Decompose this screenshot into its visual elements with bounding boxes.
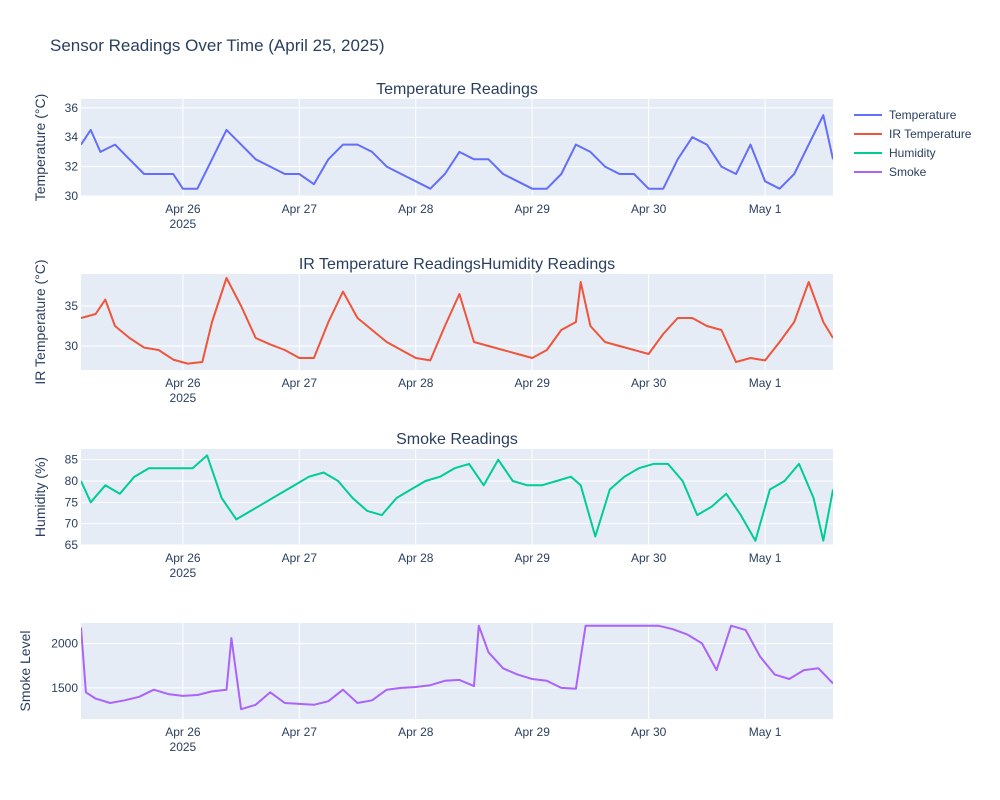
x-tick-label: Apr 26	[165, 725, 201, 739]
y-tick-label: 65	[65, 538, 79, 552]
legend-item-temperature[interactable]: Temperature	[854, 108, 957, 122]
x-tick-label: Apr 26	[165, 202, 201, 216]
x-tick-label: Apr 30	[631, 376, 667, 390]
legend-label: Humidity	[889, 146, 936, 160]
y-tick-label: 80	[65, 474, 79, 488]
y-axis-title: IR Temperature (°C)	[32, 259, 48, 384]
x-tick-year-label: 2025	[170, 391, 197, 405]
plot-area	[81, 99, 833, 196]
y-axis-title: Humidity (%)	[32, 457, 48, 537]
x-tick-label: May 1	[749, 551, 782, 565]
series-line-humidity	[81, 454, 833, 542]
subplot-title: Temperature Readings	[376, 81, 538, 98]
x-tick-year-label: 2025	[170, 740, 197, 754]
subplot-title: IR Temperature ReadingsHumidity Readings	[299, 256, 615, 273]
x-tick-label: Apr 27	[282, 725, 318, 739]
y-tick-label: 75	[65, 495, 79, 509]
y-tick-label: 1500	[51, 681, 78, 695]
legend-item-ir-temperature[interactable]: IR Temperature	[854, 127, 972, 141]
x-tick-label: May 1	[749, 725, 782, 739]
x-tick-label: Apr 28	[398, 725, 434, 739]
x-tick-label: Apr 30	[631, 725, 667, 739]
plot-area	[81, 274, 833, 370]
y-tick-label: 2000	[51, 636, 78, 650]
y-tick-label: 32	[65, 160, 79, 174]
y-tick-label: 30	[65, 189, 79, 203]
main-title: Sensor Readings Over Time (April 25, 202…	[50, 36, 385, 55]
x-tick-label: Apr 29	[515, 551, 551, 565]
x-tick-label: Apr 26	[165, 376, 201, 390]
y-tick-label: 36	[65, 101, 79, 115]
legend-label: Smoke	[889, 165, 927, 179]
x-tick-label: Apr 30	[631, 202, 667, 216]
legend-item-smoke[interactable]: Smoke	[854, 165, 927, 179]
x-tick-label: Apr 28	[398, 376, 434, 390]
y-axis-title: Temperature (°C)	[32, 94, 48, 202]
plot-area	[81, 623, 833, 719]
x-tick-label: Apr 28	[398, 551, 434, 565]
legend-label: Temperature	[889, 108, 957, 122]
x-tick-year-label: 2025	[170, 217, 197, 231]
x-tick-year-label: 2025	[170, 566, 197, 580]
y-tick-label: 30	[65, 339, 79, 353]
y-tick-label: 85	[65, 453, 79, 467]
legend-item-humidity[interactable]: Humidity	[854, 146, 936, 160]
y-tick-label: 34	[65, 130, 79, 144]
x-tick-label: Apr 29	[515, 376, 551, 390]
legend[interactable]: Temperature IR Temperature Humidity Smoke	[854, 108, 972, 179]
series-line-temperature	[81, 114, 833, 190]
plot-area	[81, 449, 833, 545]
x-tick-label: May 1	[749, 376, 782, 390]
legend-label: IR Temperature	[889, 127, 972, 141]
x-tick-label: Apr 28	[398, 202, 434, 216]
x-tick-label: Apr 27	[282, 202, 318, 216]
series-line-smoke	[81, 624, 833, 711]
y-axis-title: Smoke Level	[17, 631, 33, 712]
x-tick-label: Apr 26	[165, 551, 201, 565]
x-tick-label: May 1	[749, 202, 782, 216]
x-tick-label: Apr 29	[515, 202, 551, 216]
x-tick-label: Apr 27	[282, 551, 318, 565]
subplot-title: Smoke Readings	[396, 431, 518, 448]
x-tick-label: Apr 27	[282, 376, 318, 390]
x-tick-label: Apr 29	[515, 725, 551, 739]
y-tick-label: 35	[65, 299, 79, 313]
y-tick-label: 70	[65, 517, 79, 531]
x-tick-label: Apr 30	[631, 551, 667, 565]
